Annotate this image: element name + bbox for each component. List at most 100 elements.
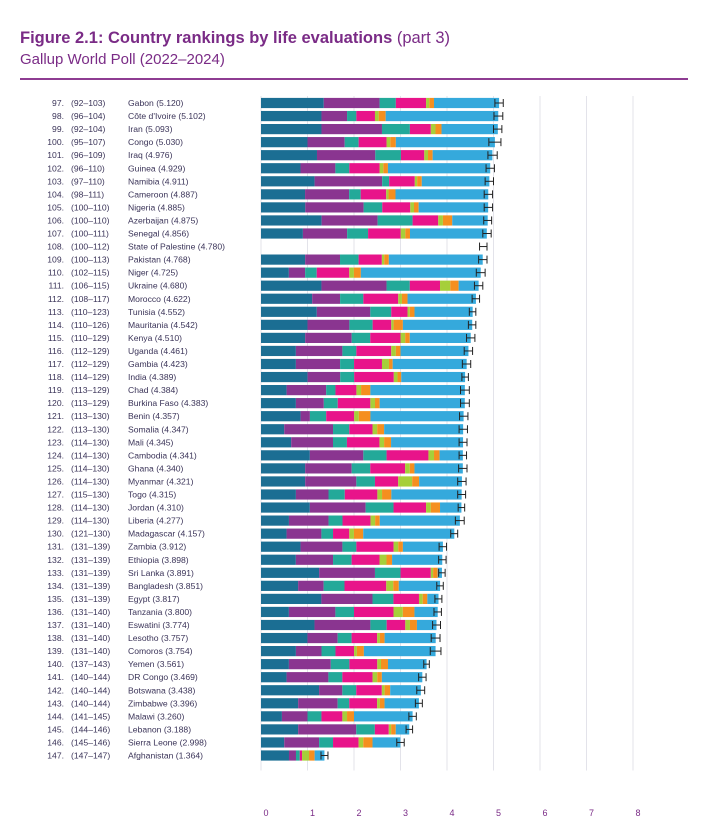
bar-segment-3 <box>333 424 350 435</box>
bar-segment-4 <box>356 541 394 552</box>
row-country: Myanmar (4.321) <box>128 476 194 486</box>
bar-segment-1 <box>261 189 306 200</box>
bar-segment-3 <box>349 319 373 330</box>
bar-segment-1 <box>261 606 289 618</box>
bar-segment-1 <box>261 646 296 657</box>
bar-segment-7 <box>452 215 488 226</box>
bar-segment-2 <box>309 450 364 461</box>
bar-segment-5 <box>379 437 385 448</box>
row-country: Chad (4.384) <box>128 385 178 395</box>
bar-segment-2 <box>291 437 333 448</box>
row-country: Tunisia (4.552) <box>128 307 185 317</box>
row-rank: 100. <box>47 137 64 147</box>
row-country: Burkina Faso (4.383) <box>128 398 208 408</box>
bar-segment-7 <box>409 332 471 343</box>
bar-segment-6 <box>429 97 434 109</box>
bar-segment-6 <box>377 672 382 683</box>
bar-segment-3 <box>340 358 355 370</box>
bar-segment-5 <box>388 724 392 735</box>
bar-segment-2 <box>288 267 306 278</box>
bar-segment-2 <box>298 698 338 709</box>
bar-segment-5 <box>379 163 384 174</box>
bar-segment-2 <box>295 489 329 500</box>
bar-segment-2 <box>309 502 366 513</box>
row-range: (144–146) <box>71 724 110 734</box>
bar-segment-4 <box>333 737 359 748</box>
bar-segment-2 <box>284 424 334 435</box>
bar-segment-5 <box>386 137 391 148</box>
bar-segment-6 <box>397 371 402 383</box>
row-country: Ghana (4.340) <box>128 463 184 473</box>
x-tick-label: 7 <box>589 808 594 818</box>
bar-segment-3 <box>335 606 354 618</box>
bar-segment-5 <box>428 450 435 461</box>
bar-segment-2 <box>298 580 324 591</box>
row-range: (108–117) <box>71 294 110 304</box>
bar-segment-5 <box>410 202 414 213</box>
row-country: Madagascar (4.157) <box>128 529 205 539</box>
bar-segment-3 <box>379 97 396 109</box>
bar-segment-4 <box>344 489 378 500</box>
bar-segment-4 <box>363 293 399 304</box>
bar-segment-4 <box>354 358 382 370</box>
bar-segment-3 <box>340 371 355 383</box>
bar-segment-3 <box>351 332 371 343</box>
row-rank: 102. <box>47 163 64 173</box>
bar-segment-5 <box>426 97 430 109</box>
bar-segment-7 <box>416 619 437 631</box>
bar-segment-7 <box>402 319 473 330</box>
figure-subtitle: Gallup World Poll (2022–2024) <box>20 51 225 68</box>
figure-title: Figure 2.1: Country rankings by life eva… <box>20 29 700 48</box>
row-country: Tanzania (3.800) <box>128 607 192 617</box>
bar-segment-7 <box>370 385 465 396</box>
bar-segment-4 <box>395 97 427 109</box>
row-country: Jordan (4.310) <box>128 503 184 513</box>
bar-segment-6 <box>384 437 392 448</box>
row-country: Comoros (3.754) <box>128 646 193 656</box>
row-country: Afghanistan (1.364) <box>128 751 203 761</box>
bar-segment-2 <box>300 411 310 422</box>
bar-segment-5 <box>440 280 451 291</box>
bar-segment-3 <box>344 137 359 148</box>
bar-segment-3 <box>356 476 375 487</box>
row-rank: 124. <box>47 450 64 460</box>
row-rank: 143. <box>47 698 64 708</box>
bar-segment-3 <box>305 267 317 278</box>
bar-segment-7 <box>392 358 467 370</box>
bar-segment-3 <box>382 176 390 187</box>
bar-segment-7 <box>395 137 495 148</box>
row-country: Cameroon (4.887) <box>128 189 198 199</box>
bar-segment-4 <box>349 163 380 174</box>
x-tick-label: 1 <box>310 808 315 818</box>
row-rank: 117. <box>48 359 64 369</box>
row-country: Somalia (4.347) <box>128 424 189 434</box>
bar-segment-5 <box>372 424 378 435</box>
bar-segment-1 <box>261 489 296 500</box>
row-rank: 115. <box>48 333 64 343</box>
row-rank: 126. <box>47 476 64 486</box>
bar-segment-4 <box>344 580 387 591</box>
bar-segment-4 <box>370 463 406 474</box>
row-range: (131–139) <box>71 555 110 565</box>
figure-title-main: Figure 2.1: Country rankings by life eva… <box>20 29 393 47</box>
bar-segment-4 <box>393 502 427 513</box>
bar-segment-3 <box>374 567 401 578</box>
bar-segment-1 <box>261 163 301 174</box>
row-country: Egypt (3.817) <box>128 594 180 604</box>
bar-segment-3 <box>333 554 352 565</box>
row-range: (131–139) <box>71 542 110 552</box>
bar-segment-3 <box>370 306 392 317</box>
title-divider <box>20 78 688 80</box>
bar-segment-2 <box>314 619 371 631</box>
row-range: (147–147) <box>71 751 110 761</box>
row-rank: 114. <box>48 320 64 330</box>
bar-segment-5 <box>349 267 354 278</box>
row-country: Namibia (4.911) <box>128 176 189 186</box>
bar-segment-2 <box>323 97 380 109</box>
bar-segment-5 <box>430 124 436 135</box>
bar-segment-3 <box>365 502 394 513</box>
bar-segment-6 <box>409 306 415 317</box>
bar-segment-2 <box>312 293 341 304</box>
row-range: (131–140) <box>71 620 110 630</box>
bar-segment-4 <box>342 672 373 683</box>
